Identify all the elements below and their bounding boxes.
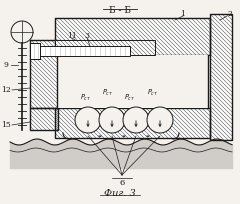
Bar	[30, 43, 40, 59]
Bar	[55, 18, 210, 55]
Bar	[210, 14, 232, 140]
Bar	[55, 108, 210, 138]
Text: 2: 2	[228, 10, 232, 18]
Circle shape	[123, 107, 149, 133]
Circle shape	[11, 21, 33, 43]
Circle shape	[99, 107, 125, 133]
Text: 1: 1	[180, 10, 186, 18]
Bar	[55, 108, 210, 138]
Text: 6: 6	[119, 179, 125, 187]
Bar	[38, 46, 130, 56]
Text: $P_{ст}$: $P_{ст}$	[102, 88, 114, 98]
Bar	[30, 40, 58, 55]
Bar	[30, 55, 58, 108]
Text: Б - Б: Б - Б	[109, 6, 131, 15]
Text: $P_{ст}$: $P_{ст}$	[147, 88, 159, 98]
Text: 15: 15	[1, 121, 11, 129]
Text: 11: 11	[67, 32, 77, 40]
Circle shape	[75, 107, 101, 133]
Bar	[30, 108, 58, 130]
Text: $P_{ст}$: $P_{ст}$	[124, 93, 136, 103]
Bar	[57, 55, 208, 108]
Text: $P_{ст}$: $P_{ст}$	[80, 93, 92, 103]
Bar	[55, 40, 155, 55]
Bar	[210, 14, 232, 140]
Text: Фиг. 3: Фиг. 3	[104, 189, 136, 198]
Bar	[55, 18, 210, 55]
Bar	[30, 40, 58, 55]
Bar	[55, 40, 155, 55]
Bar	[30, 43, 40, 59]
Text: 12: 12	[1, 86, 11, 94]
Text: 9: 9	[4, 61, 8, 69]
Circle shape	[147, 107, 173, 133]
Bar	[38, 46, 130, 56]
Bar	[30, 108, 58, 130]
Text: 3: 3	[84, 32, 90, 40]
Bar	[30, 55, 58, 108]
